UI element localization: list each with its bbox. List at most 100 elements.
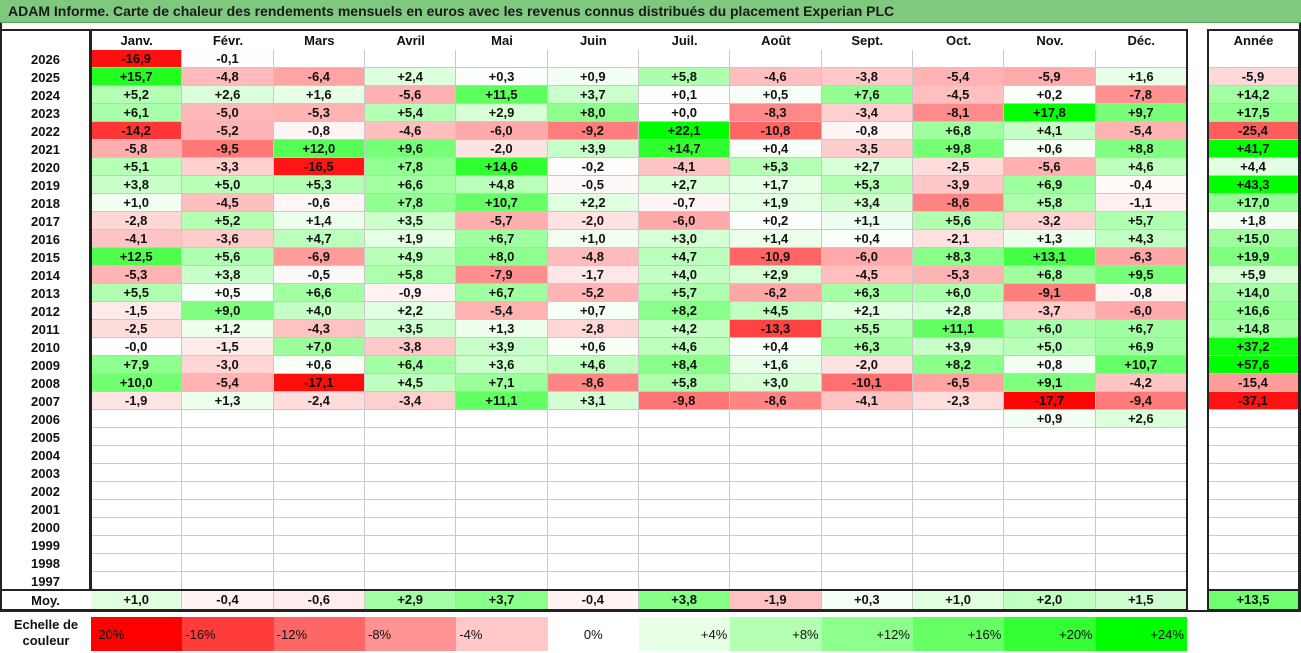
heatmap-cell: +4,0 [638,266,731,284]
heatmap-cell: +3,7 [547,86,639,104]
annual-cell: +14,0 [1208,284,1299,302]
heatmap-cell [730,428,822,446]
annual-cell [1208,410,1299,428]
heatmap-cell: +2,2 [364,302,457,320]
heatmap-cell: +3,9 [547,140,639,158]
heatmap-cell [273,572,365,590]
heatmap-cell: +2,9 [456,104,548,122]
annual-cell [1208,554,1299,572]
heatmap-cell [91,572,183,590]
heatmap-cell [638,428,731,446]
heatmap-cell: +14,7 [638,140,731,158]
heatmap-cell [456,482,548,500]
heatmap-cell: -5,8 [91,140,183,158]
annual-cell: +17,0 [1208,194,1299,212]
heatmap-cell [821,428,913,446]
legend-step: -20% [91,617,183,651]
heatmap-cell: +5,3 [730,158,822,176]
annual-cell: +43,3 [1208,176,1299,194]
heatmap-cell: +4,3 [1095,230,1187,248]
heatmap-cell [273,518,365,536]
annual-cell: -25,4 [1208,122,1299,140]
heatmap-cell [547,464,639,482]
heatmap-cell [1004,554,1096,572]
heatmap-cell: +3,8 [91,176,183,194]
chart-title: ADAM Informe. Carte de chaleur des rende… [8,3,895,19]
heatmap-cell [456,554,548,572]
heatmap-cell: +3,0 [638,230,731,248]
heatmap-cell: +4,9 [364,248,457,266]
heatmap-cell: +0,0 [638,104,731,122]
heatmap-cell [821,410,913,428]
heatmap-cell: +8,2 [638,302,731,320]
heatmap-cell: +7,8 [364,158,457,176]
heatmap-cell: +5,1 [91,158,183,176]
heatmap-cell: -9,2 [547,122,639,140]
annual-cell: +16,6 [1208,302,1299,320]
heatmap-cell [730,518,822,536]
heatmap-cell: +1,0 [91,194,183,212]
year-label: 2003 [31,465,60,481]
heatmap-cell [912,50,1005,68]
heatmap-cell [364,572,457,590]
year-label: 2007 [31,393,60,409]
heatmap-cell: -8,3 [730,104,822,122]
heatmap-cell: -3,6 [182,230,274,248]
heatmap-cell [730,410,822,428]
heatmap-cell [912,554,1005,572]
heatmap-cell: +1,4 [730,230,822,248]
average-cell: +2,9 [364,590,457,610]
heatmap-cell: -5,0 [182,104,274,122]
heatmap-cell: -8,6 [547,374,639,392]
heatmap-cell [638,410,731,428]
heatmap-cell [456,536,548,554]
heatmap-cell [547,428,639,446]
heatmap-cell: +6,4 [364,356,457,374]
annual-cell: +4,4 [1208,158,1299,176]
heatmap-cell [182,554,274,572]
heatmap-cell: +4,5 [364,374,457,392]
heatmap-cell: -5,3 [273,104,365,122]
heatmap-cell: +9,0 [182,302,274,320]
annual-cell: -37,1 [1208,392,1299,410]
heatmap-cell: -3,0 [182,356,274,374]
heatmap-cell [182,518,274,536]
heatmap-cell: +11,1 [456,392,548,410]
heatmap-cell [456,410,548,428]
heatmap-cell: -0,1 [182,50,274,68]
heatmap-cell: +4,2 [638,320,731,338]
legend-step: +24% [1095,617,1187,651]
heatmap-cell [273,482,365,500]
heatmap-cell [912,536,1005,554]
average-cell: +1,0 [912,590,1005,610]
heatmap-cell [821,536,913,554]
legend-label: Echelle de couleur [13,617,79,648]
heatmap-cell: -6,9 [273,248,365,266]
heatmap-cell [91,482,183,500]
month-header: Févr. [212,32,244,48]
heatmap-cell: +4,6 [1095,158,1187,176]
heatmap-cell: +1,6 [1095,68,1187,86]
heatmap-cell: -7,9 [456,266,548,284]
month-header: Janv. [120,32,153,48]
year-label: 2024 [31,87,60,103]
heatmap-cell: -5,2 [547,284,639,302]
heatmap-cell [1004,482,1096,500]
heatmap-cell [364,464,457,482]
heatmap-cell: +1,3 [182,392,274,410]
heatmap-cell: +5,7 [638,284,731,302]
heatmap-cell [638,572,731,590]
heatmap-cell [182,446,274,464]
annual-cell [1208,482,1299,500]
heatmap-cell: +0,2 [730,212,822,230]
heatmap-cell: +0,6 [1004,140,1096,158]
heatmap-cell [638,518,731,536]
heatmap-cell: -5,4 [456,302,548,320]
heatmap-cell: +10,0 [91,374,183,392]
heatmap-cell [547,50,639,68]
heatmap-cell: +0,5 [730,86,822,104]
heatmap-cell: +7,9 [91,356,183,374]
heatmap-cell: -3,5 [821,140,913,158]
month-header: Juil. [671,32,698,48]
heatmap-cell [912,410,1005,428]
